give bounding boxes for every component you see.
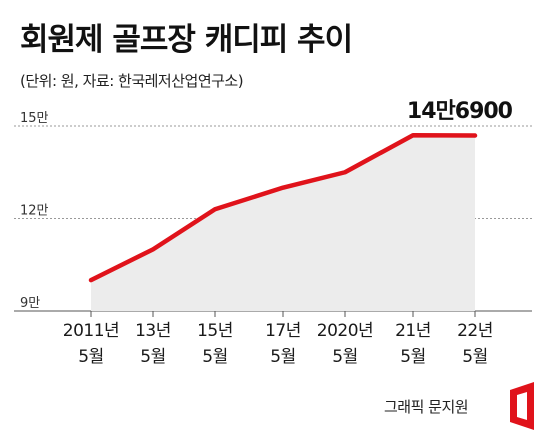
- annotation-layer: 14만6900: [407, 99, 514, 124]
- x-tick-label: 21년: [395, 321, 431, 341]
- x-tick-label-month: 5월: [270, 347, 295, 367]
- x-tick-label-month: 5월: [332, 347, 357, 367]
- y-tick-label: 12만: [20, 204, 49, 219]
- x-tick-label: 22년: [457, 321, 493, 341]
- x-tick-label: 2011년: [63, 321, 119, 341]
- y-tick-label: 15만: [20, 111, 49, 126]
- logo-bracket-icon: [510, 382, 534, 430]
- y-tick-layer: 9만 12만 15만: [20, 111, 49, 311]
- x-label-layer: 2011년 5월 13년 5월 15년 5월 17년 5월 2020년 5월 21년 5월 22년 5월: [63, 321, 494, 367]
- data-point: [411, 133, 415, 137]
- x-tick-label: 13년: [135, 321, 171, 341]
- logo-mark: [510, 382, 534, 430]
- x-tick-label-month: 5월: [140, 347, 165, 367]
- data-point: [151, 247, 155, 251]
- line-layer: [88, 133, 478, 283]
- x-tick-label: 17년: [265, 321, 301, 341]
- x-tick-label-month: 5월: [462, 347, 487, 367]
- x-tick-label: 2020년: [317, 321, 373, 341]
- data-point: [343, 170, 347, 174]
- graphic-credit: 그래픽 문지원: [384, 398, 469, 416]
- x-tick-label-month: 5월: [202, 347, 227, 367]
- data-point: [213, 207, 217, 211]
- area-fill: [91, 135, 475, 311]
- y-tick-label: 9만: [20, 296, 40, 311]
- x-tick-label-month: 5월: [400, 347, 425, 367]
- data-point: [473, 134, 477, 138]
- x-tick-label: 15년: [197, 321, 233, 341]
- chart-title: 회원제 골프장 캐디피 추이: [20, 22, 353, 58]
- x-tick-label-month: 5월: [78, 347, 103, 367]
- chart-subtitle: (단위: 원, 자료: 한국레저산업연구소): [20, 72, 244, 90]
- data-point: [89, 278, 93, 282]
- area-layer: [91, 135, 475, 311]
- value-annotation: 14만6900: [407, 99, 513, 124]
- data-point: [281, 186, 285, 190]
